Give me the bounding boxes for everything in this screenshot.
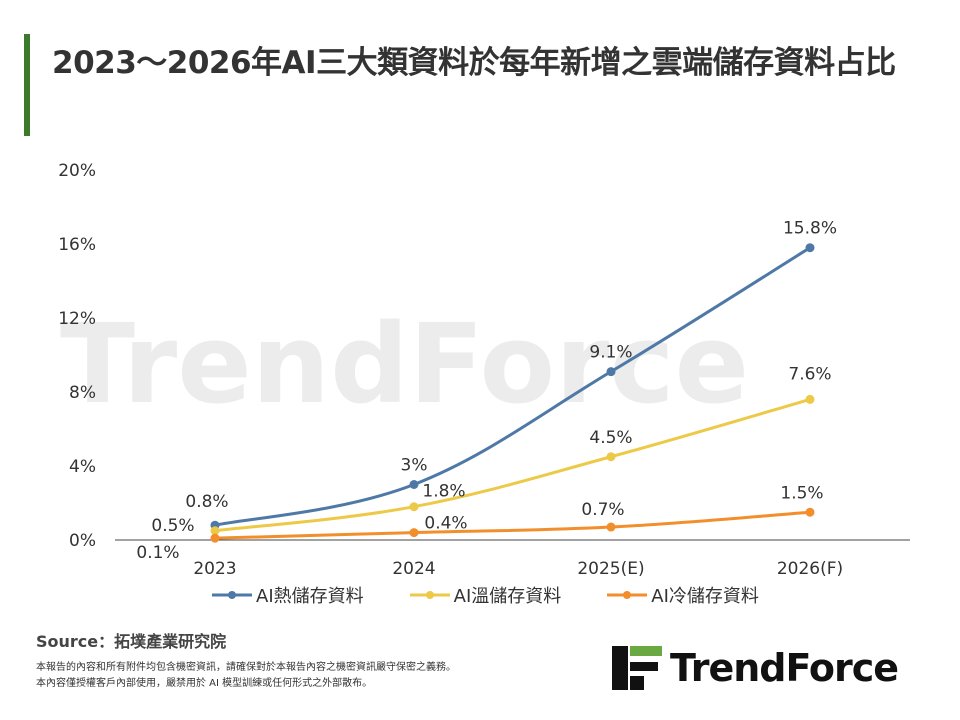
data-label: 9.1% [589, 343, 632, 363]
x-tick-label: 2026(F) [777, 559, 843, 579]
x-tick-label: 2025(E) [577, 559, 644, 579]
series-line [214, 246, 811, 527]
data-point [606, 367, 616, 377]
trendforce-logo: TrendForce [612, 646, 899, 690]
y-tick-label: 4% [69, 457, 96, 477]
data-label: 1.8% [422, 482, 465, 502]
data-point [805, 243, 815, 253]
logo-icon [612, 646, 662, 690]
data-point [210, 526, 220, 536]
source-text: Source：拓墣產業研究院 [36, 632, 227, 651]
disclaimer-1: 本報告的內容和所有附件均包含機密資訊，請確保對於本報告內容之機密資訊嚴守保密之義… [36, 662, 456, 673]
y-tick-label: 16% [58, 235, 96, 255]
disclaimer-2: 本內容僅授權客戶內部使用，嚴禁用於 AI 模型訓練或任何形式之外部散布。 [36, 678, 373, 689]
title-accent-bar [24, 34, 30, 136]
chart-title: 2023～2026年AI三大類資料於每年新增之雲端儲存資料占比 [52, 45, 896, 81]
data-label: 0.5% [151, 516, 194, 536]
data-label: 15.8% [783, 219, 837, 239]
data-label: 3% [401, 456, 428, 476]
data-point [210, 533, 220, 543]
x-tick-label: 2023 [193, 559, 236, 579]
y-tick-label: 20% [58, 161, 96, 181]
data-label: 1.5% [780, 483, 823, 503]
data-label: 4.5% [589, 428, 632, 448]
x-tick-label: 2024 [392, 559, 435, 579]
data-label: 7.6% [788, 364, 831, 384]
legend-label: AI熱儲存資料 [256, 586, 364, 607]
data-point [409, 502, 419, 512]
y-tick-label: 8% [69, 383, 96, 403]
legend-marker [607, 591, 648, 599]
data-point [409, 528, 419, 538]
legend-item: AI溫儲存資料 [409, 582, 562, 608]
data-point [606, 452, 616, 462]
data-label: 0.7% [581, 500, 624, 520]
series-line [214, 510, 811, 540]
y-tick-label: 12% [58, 309, 96, 329]
data-label: 0.8% [185, 492, 228, 512]
legend-item: AI熱儲存資料 [212, 582, 364, 608]
data-point [606, 522, 616, 532]
data-point [805, 507, 815, 517]
legend-item: AI冷儲存資料 [607, 582, 759, 608]
legend-marker [409, 591, 450, 599]
logo-text: TrendForce [670, 646, 899, 690]
legend-label: AI冷儲存資料 [651, 586, 759, 607]
legend: AI熱儲存資料 AI溫儲存資料 AI冷儲存資料 [212, 582, 759, 608]
data-label: 0.4% [424, 514, 467, 534]
legend-marker [212, 591, 252, 599]
legend-label: AI溫儲存資料 [453, 586, 562, 607]
watermark: TrendForce [60, 300, 750, 428]
series-line [214, 397, 811, 533]
data-point [805, 394, 815, 404]
data-label: 0.1% [136, 543, 179, 563]
y-tick-label: 0% [69, 531, 96, 551]
data-point [409, 480, 419, 489]
